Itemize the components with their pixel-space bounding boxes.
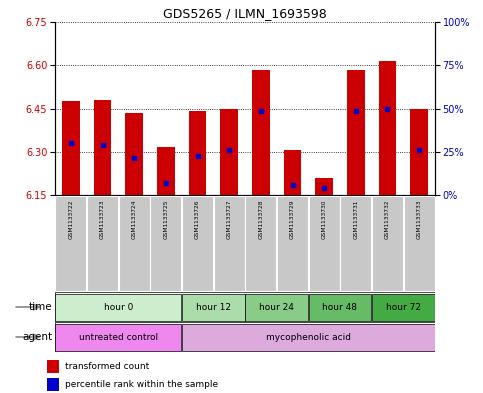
- Bar: [309, 294, 371, 321]
- Bar: [372, 294, 435, 321]
- Text: GSM1133732: GSM1133732: [385, 200, 390, 239]
- Text: hour 0: hour 0: [104, 303, 133, 312]
- Bar: [315, 178, 333, 195]
- Bar: [56, 294, 181, 321]
- Bar: [47, 378, 59, 391]
- Bar: [245, 196, 276, 291]
- Bar: [404, 196, 435, 291]
- Bar: [157, 147, 174, 195]
- Bar: [245, 294, 308, 321]
- Bar: [119, 196, 150, 291]
- Bar: [182, 294, 245, 321]
- Bar: [87, 196, 118, 291]
- Bar: [411, 108, 428, 195]
- Bar: [150, 196, 181, 291]
- Bar: [277, 196, 308, 291]
- Text: GSM1133726: GSM1133726: [195, 200, 200, 239]
- Bar: [341, 196, 371, 291]
- Bar: [213, 196, 245, 291]
- Text: GSM1133724: GSM1133724: [132, 200, 137, 239]
- Bar: [126, 113, 143, 195]
- Bar: [284, 150, 301, 195]
- Text: hour 48: hour 48: [323, 303, 357, 312]
- Text: GSM1133730: GSM1133730: [322, 200, 327, 239]
- Text: GSM1133723: GSM1133723: [100, 200, 105, 239]
- Bar: [56, 323, 181, 351]
- Text: untreated control: untreated control: [79, 332, 158, 342]
- Text: GSM1133729: GSM1133729: [290, 200, 295, 239]
- Bar: [347, 70, 365, 195]
- Text: hour 12: hour 12: [196, 303, 231, 312]
- Bar: [252, 70, 270, 195]
- Text: agent: agent: [23, 332, 53, 342]
- Text: GSM1133728: GSM1133728: [258, 200, 263, 239]
- Text: hour 72: hour 72: [386, 303, 421, 312]
- Text: time: time: [29, 302, 53, 312]
- Bar: [62, 101, 80, 195]
- Text: GSM1133731: GSM1133731: [354, 200, 358, 239]
- Bar: [182, 323, 435, 351]
- Bar: [47, 360, 59, 373]
- Bar: [182, 196, 213, 291]
- Text: percentile rank within the sample: percentile rank within the sample: [65, 380, 218, 389]
- Text: hour 24: hour 24: [259, 303, 294, 312]
- Bar: [220, 108, 238, 195]
- Text: GSM1133733: GSM1133733: [417, 200, 422, 239]
- Bar: [372, 196, 403, 291]
- Text: transformed count: transformed count: [65, 362, 150, 371]
- Text: GSM1133727: GSM1133727: [227, 200, 232, 239]
- Text: GSM1133722: GSM1133722: [68, 200, 73, 239]
- Bar: [94, 100, 111, 195]
- Bar: [379, 61, 396, 195]
- Text: mycophenolic acid: mycophenolic acid: [266, 332, 351, 342]
- Text: GSM1133725: GSM1133725: [163, 200, 169, 239]
- Bar: [56, 196, 86, 291]
- Text: GDS5265 / ILMN_1693598: GDS5265 / ILMN_1693598: [163, 7, 327, 20]
- Bar: [309, 196, 340, 291]
- Bar: [189, 111, 206, 195]
